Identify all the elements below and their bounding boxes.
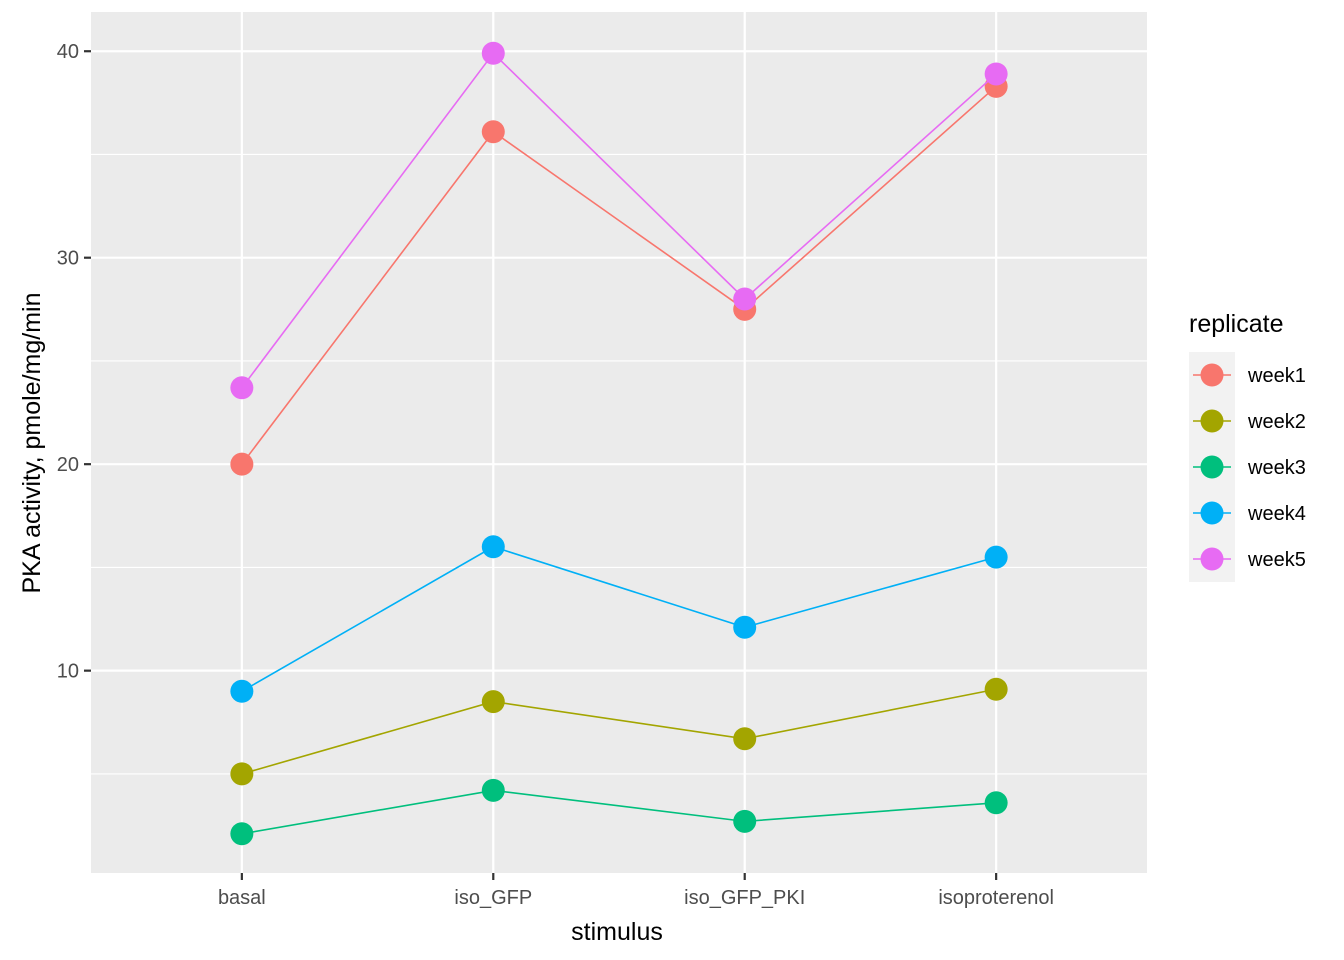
series-line-week2 — [241, 688, 997, 775]
y-axis-title: PKA activity, pmole/mg/min — [18, 292, 46, 593]
series-line-week5 — [241, 52, 997, 389]
legend-key-point — [1200, 363, 1224, 387]
series-line-week4 — [241, 545, 997, 692]
data-point-week2 — [733, 727, 757, 751]
legend-label: week3 — [1247, 457, 1306, 479]
series-line-week1 — [241, 85, 997, 465]
plot-panel — [91, 12, 1147, 873]
y-tick-label: 30 — [57, 248, 79, 270]
data-point-week5 — [481, 41, 505, 65]
data-point-week3 — [230, 822, 254, 846]
legend-key-point — [1200, 455, 1224, 479]
data-point-week3 — [481, 778, 505, 802]
legend-key-point — [1200, 547, 1224, 571]
data-point-week4 — [733, 615, 757, 639]
x-tick-label: basal — [218, 887, 266, 909]
data-point-week5 — [984, 62, 1008, 86]
data-point-week2 — [481, 690, 505, 714]
data-point-week4 — [481, 535, 505, 559]
grid-major — [91, 12, 1147, 873]
legend-key-point — [1200, 501, 1224, 525]
x-tick-label: iso_GFP_PKI — [684, 887, 805, 909]
grid-minor — [91, 153, 1147, 775]
legend-label: week2 — [1247, 411, 1306, 433]
axis-layer: 10 20 30 40 basal iso_GFP iso_GFP_PKI isoproter… — [57, 41, 1054, 909]
legend-label: week4 — [1247, 503, 1306, 525]
data-point-week4 — [230, 679, 254, 703]
legend-key-point — [1200, 409, 1224, 433]
x-tick-label: iso_GFP — [454, 887, 532, 909]
data-point-week2 — [230, 762, 254, 786]
data-point-week1 — [481, 120, 505, 144]
y-tick-label: 40 — [57, 41, 79, 63]
data-point-week1 — [230, 452, 254, 476]
legend-label: week1 — [1247, 365, 1306, 387]
legend-label: week5 — [1247, 549, 1306, 571]
data-point-week2 — [984, 677, 1008, 701]
series-line-week3 — [241, 789, 997, 835]
data-point-week5 — [230, 376, 254, 400]
legend: replicate week1 week2 week3 week4 week5 — [1189, 310, 1306, 582]
x-tick-label: isoproterenol — [938, 887, 1054, 909]
data-point-week5 — [733, 287, 757, 311]
y-tick-label: 20 — [57, 454, 79, 476]
series-layer — [230, 41, 1008, 846]
y-tick-label: 10 — [57, 661, 79, 683]
data-point-week4 — [984, 545, 1008, 569]
x-axis-title: stimulus — [571, 918, 663, 946]
data-point-week3 — [984, 791, 1008, 815]
legend-title: replicate — [1189, 310, 1284, 338]
data-point-week3 — [733, 809, 757, 833]
